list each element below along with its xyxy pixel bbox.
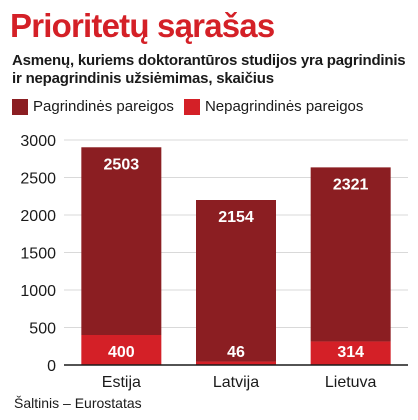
data-label-primary: 2154 — [218, 209, 254, 226]
bar-secondary — [310, 341, 391, 365]
stacked-bar-chart: 0 500 1000 1500 2000 2500 3000 400 2503 Estija 46 2… — [20, 133, 408, 391]
y-tick-label: 1000 — [20, 283, 56, 300]
x-tick-label: Lietuva — [325, 374, 377, 391]
y-tick-label: 2000 — [20, 208, 56, 225]
data-label-secondary: 400 — [108, 344, 135, 361]
bar-primary — [196, 200, 276, 362]
y-tick-label: 0 — [47, 358, 56, 375]
data-label-primary: 2503 — [104, 156, 140, 173]
data-label-secondary: 314 — [337, 344, 364, 361]
y-tick-label: 3000 — [20, 133, 56, 150]
bar-secondary — [196, 361, 276, 365]
bar-primary — [310, 167, 391, 342]
legend-item-secondary: Nepagrindinės pareigos — [183, 98, 364, 115]
chart-subtitle: Asmenų, kuriems doktorantūros studijos y… — [12, 52, 406, 87]
y-tick-label: 1500 — [20, 246, 56, 263]
x-tick-label: Estija — [102, 374, 141, 391]
legend-swatch-secondary — [183, 98, 200, 115]
legend-label-primary: Pagrindinės pareigos — [33, 98, 174, 115]
legend: Pagrindinės pareigos Nepagrindinės parei… — [12, 98, 373, 115]
y-tick-label: 500 — [29, 321, 56, 338]
bar-secondary — [81, 335, 162, 365]
legend-label-secondary: Nepagrindinės pareigos — [204, 98, 364, 115]
source-note: Šaltinis – Eurostatas — [14, 395, 142, 411]
legend-swatch-primary — [12, 98, 28, 115]
x-tick-label: Latvija — [213, 374, 259, 391]
bar-primary — [81, 147, 162, 335]
data-label-primary: 2321 — [333, 176, 369, 193]
chart-title: Prioritetų sąrašas — [10, 7, 275, 44]
y-tick-label: 2500 — [20, 171, 56, 188]
data-label-secondary: 46 — [227, 344, 245, 361]
legend-item-primary: Pagrindinės pareigos — [12, 98, 174, 115]
